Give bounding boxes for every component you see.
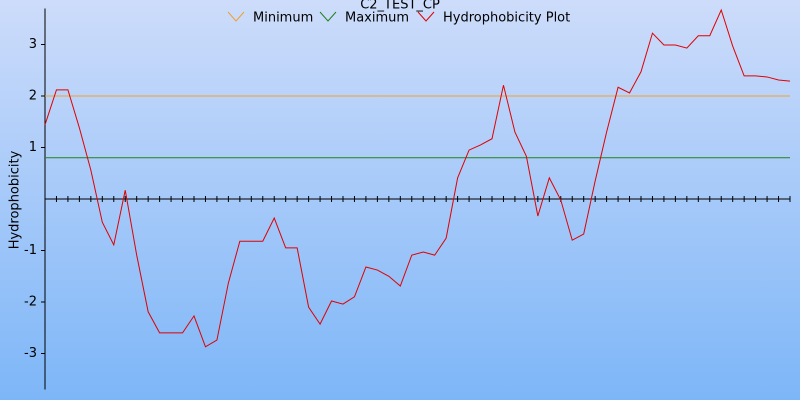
chart-title: C2_TEST_CP: [360, 0, 440, 13]
y-tick-label: -1: [24, 243, 37, 258]
data-line: [44, 8, 791, 348]
legend-icon: [319, 11, 337, 22]
y-tick-label: 3: [29, 37, 37, 52]
y-tick-label: 2: [29, 89, 37, 104]
legend-label: Hydrophobicity Plot: [443, 11, 570, 26]
legend-icon: [417, 11, 435, 22]
legend-label: Maximum: [345, 11, 409, 26]
y-tick-label: -2: [24, 295, 37, 310]
y-tick-label: 1: [29, 140, 37, 155]
y-axis-label: Hydrophobicity: [8, 150, 23, 249]
legend-icon: [227, 11, 245, 22]
legend-label: Minimum: [253, 11, 313, 26]
y-tick-label: -3: [24, 346, 37, 361]
